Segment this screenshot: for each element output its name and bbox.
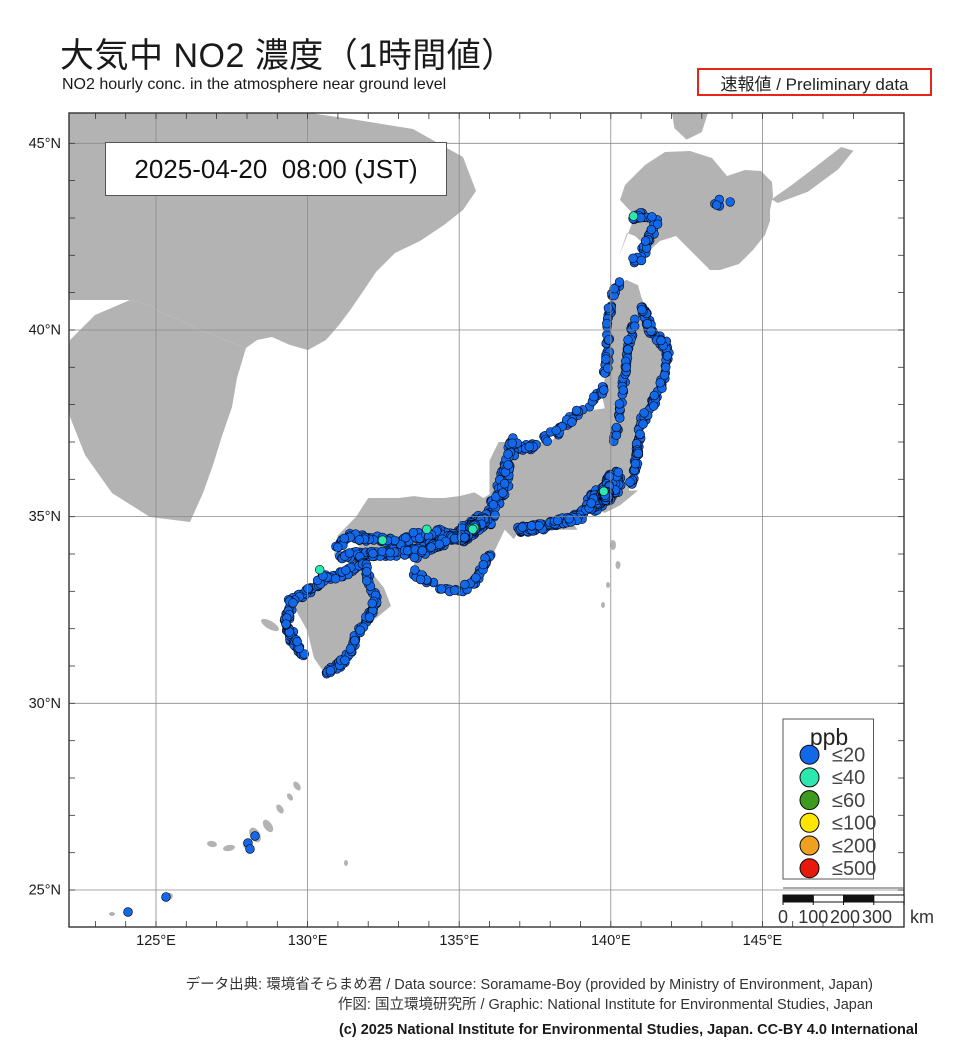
svg-text:300: 300: [862, 907, 892, 927]
svg-text:km: km: [910, 907, 934, 927]
svg-text:200: 200: [830, 907, 860, 927]
svg-text:135°E: 135°E: [439, 933, 479, 949]
svg-text:≤100: ≤100: [832, 813, 876, 835]
svg-text:0: 0: [778, 907, 788, 927]
svg-text:130°E: 130°E: [288, 933, 328, 949]
svg-text:40°N: 40°N: [29, 323, 61, 339]
svg-text:35°N: 35°N: [29, 509, 61, 525]
svg-text:≤20: ≤20: [832, 745, 865, 767]
svg-text:145°E: 145°E: [743, 933, 783, 949]
svg-text:≤60: ≤60: [832, 790, 865, 812]
svg-text:≤500: ≤500: [832, 858, 876, 880]
svg-text:25°N: 25°N: [29, 883, 61, 899]
svg-text:30°N: 30°N: [29, 696, 61, 712]
svg-text:≤40: ≤40: [832, 767, 865, 789]
svg-text:100: 100: [798, 907, 828, 927]
svg-text:125°E: 125°E: [136, 933, 176, 949]
svg-text:45°N: 45°N: [29, 136, 61, 152]
svg-text:≤200: ≤200: [832, 835, 876, 857]
svg-text:140°E: 140°E: [591, 933, 631, 949]
